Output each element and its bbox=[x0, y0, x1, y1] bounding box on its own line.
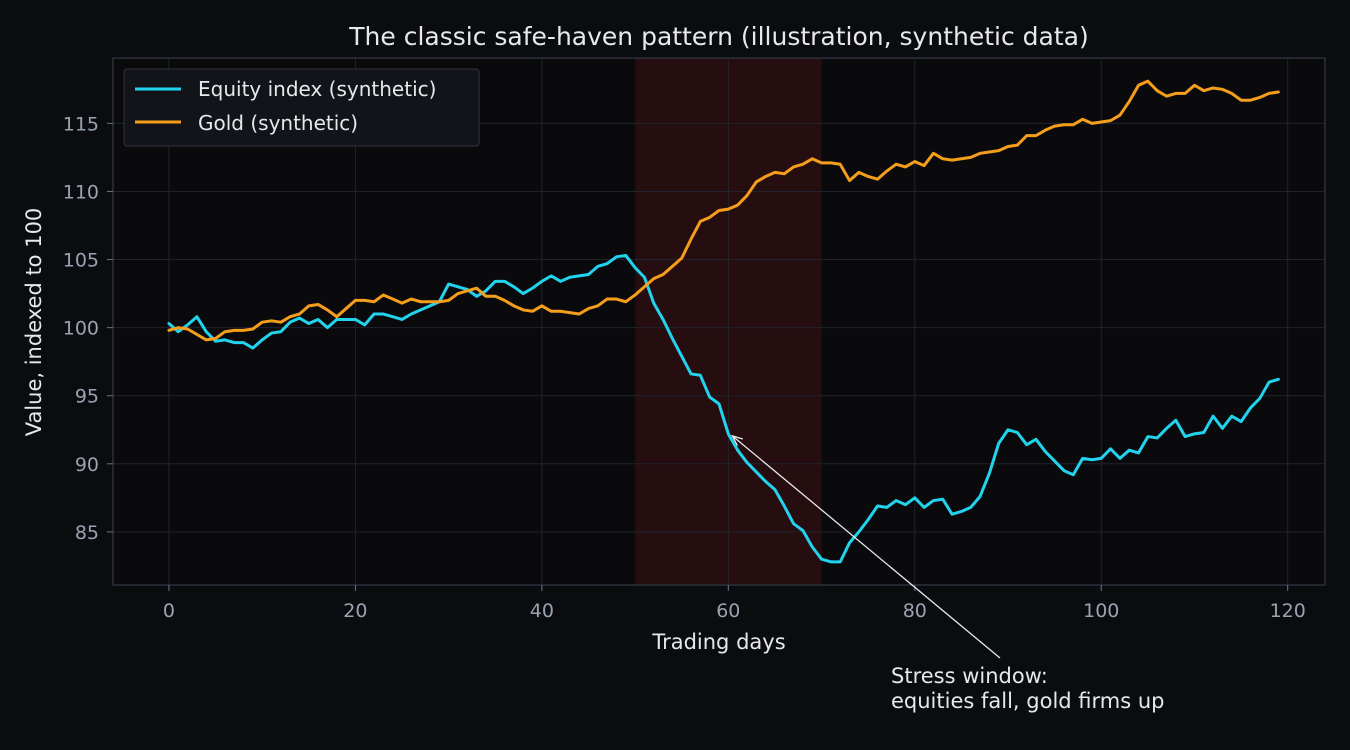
x-tick-label: 40 bbox=[530, 600, 554, 622]
y-tick-label: 105 bbox=[63, 250, 99, 272]
x-tick-label: 120 bbox=[1270, 600, 1306, 622]
y-axis-label: Value, indexed to 100 bbox=[22, 208, 46, 437]
gold-series-line bbox=[167, 79, 1280, 342]
y-tick-label: 95 bbox=[75, 386, 99, 408]
x-tick-label: 20 bbox=[343, 600, 367, 622]
y-tick-label: 85 bbox=[75, 522, 99, 544]
annotation-arrowhead bbox=[731, 434, 744, 446]
legend-box bbox=[123, 68, 480, 147]
x-tick-label: 0 bbox=[163, 600, 175, 622]
annotation-arrow bbox=[731, 435, 1001, 659]
annotation-text-line-1: Stress window: bbox=[891, 664, 1048, 688]
x-tick-label: 80 bbox=[903, 600, 927, 622]
annotation: Stress window: equities fall, gold firms… bbox=[731, 434, 1165, 713]
y-tick-label: 115 bbox=[63, 113, 99, 135]
legend: Equity index (synthetic) Gold (synthetic… bbox=[123, 68, 480, 147]
chart-title: The classic safe-haven pattern (illustra… bbox=[348, 22, 1088, 51]
equity-series-line bbox=[167, 253, 1280, 564]
annotation-text-line-2: equities fall, gold firms up bbox=[891, 689, 1165, 713]
x-tick-label: 60 bbox=[716, 600, 740, 622]
y-tick-label: 100 bbox=[63, 318, 99, 340]
legend-label-equity: Equity index (synthetic) bbox=[198, 77, 436, 101]
plot-frame bbox=[112, 57, 1326, 586]
x-axis-label: Trading days bbox=[651, 630, 785, 654]
x-tick-label: 100 bbox=[1083, 600, 1119, 622]
legend-label-gold: Gold (synthetic) bbox=[198, 111, 358, 135]
y-tick-label: 110 bbox=[63, 181, 99, 203]
y-tick-label: 90 bbox=[75, 454, 99, 476]
